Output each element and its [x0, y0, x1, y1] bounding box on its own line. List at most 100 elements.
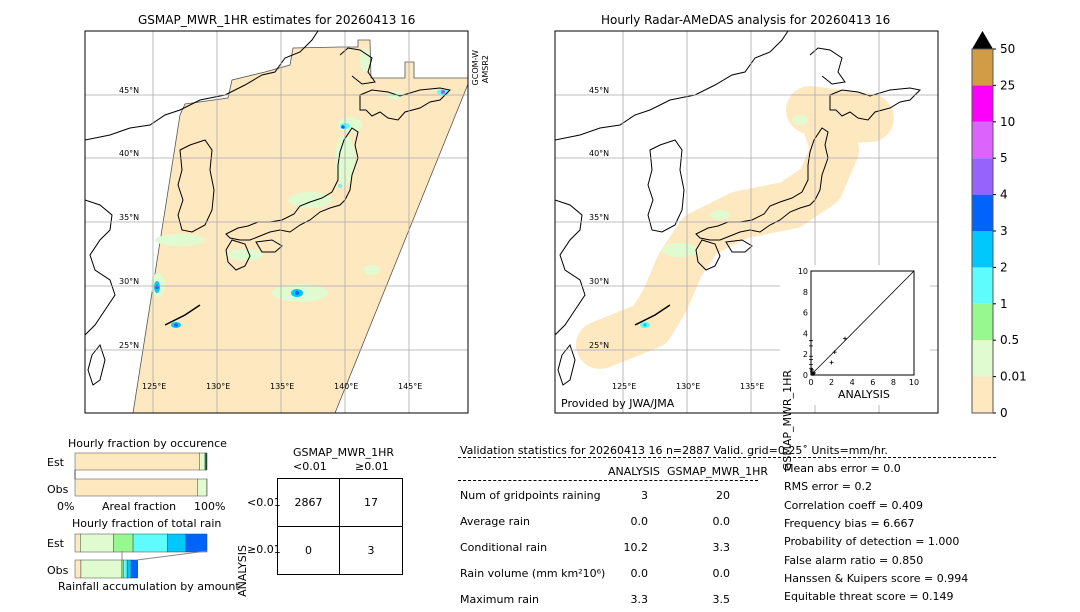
colorbar-segment — [972, 376, 993, 413]
fraction-bar-segment — [74, 478, 199, 497]
divider — [458, 457, 996, 458]
lon-label: 135°E — [740, 382, 765, 391]
fraction-bar-segment — [197, 478, 208, 497]
colorbar-tick-label: 0 — [1000, 406, 1008, 420]
left-map — [85, 31, 468, 413]
y-tick-label: 8 — [803, 288, 808, 297]
stat-g: 0.0 — [712, 567, 731, 580]
lat-label: 35°N — [589, 213, 610, 222]
col-header-analysis: ANALYSIS — [608, 465, 660, 478]
lon-label: 130°E — [206, 382, 231, 391]
y-tick-label: 10 — [798, 267, 808, 276]
obs-label: Obs — [47, 564, 69, 577]
stat-label: Num of gridpoints raining — [460, 489, 601, 502]
fraction-bar-segment — [80, 559, 123, 579]
stats-header: Validation statistics for 20260413 16 n=… — [460, 444, 888, 457]
fraction-bars — [74, 452, 208, 579]
stat-g: 3.3 — [712, 541, 731, 554]
lat-label: 25°N — [589, 341, 610, 350]
occurrence-title: Hourly fraction by occurence — [68, 437, 227, 450]
areal-fraction-label: Areal fraction — [102, 500, 177, 513]
fraction-bar-segment — [167, 533, 187, 553]
y-tick-label: 2 — [803, 350, 808, 359]
scatter-point — [829, 360, 834, 365]
stat-a: 0.0 — [630, 515, 649, 528]
fraction-bar-segment — [80, 533, 114, 553]
colorbar-segment — [972, 49, 993, 86]
contingency-table: 2867 17 0 3 — [277, 478, 403, 575]
x-tick-label: 10 — [909, 378, 919, 387]
x-tick-label: 0 — [808, 378, 813, 387]
fraction-bar-segment — [199, 452, 206, 471]
cell: 3 — [367, 543, 375, 557]
lon-label: 145°E — [398, 382, 423, 391]
rain-accum-label: Rainfall accumulation by amount — [58, 580, 240, 593]
score-item: Mean abs error = 0.0 — [784, 462, 901, 475]
colorbar-tick-label: 50 — [1000, 42, 1015, 56]
lon-label: 125°E — [612, 382, 637, 391]
cell: 0 — [278, 526, 340, 574]
fraction-bar-segment — [205, 452, 208, 471]
colorbar-segment — [972, 85, 993, 122]
fraction-bar-segment — [122, 559, 128, 579]
colorbar-tick-label: 0.01 — [1000, 370, 1027, 384]
y-tick-label: 4 — [803, 329, 808, 338]
lon-label: 140°E — [334, 382, 359, 391]
score-item: Probability of detection = 1.000 — [784, 535, 960, 549]
fraction-bar-segment — [130, 559, 138, 579]
lat-label: 25°N — [119, 341, 140, 350]
right-map-title: Hourly Radar-AMeDAS analysis for 2026041… — [601, 13, 891, 27]
y-tick-label: 6 — [803, 309, 808, 318]
stat-g: 3.5 — [712, 593, 731, 606]
colorbar-tick-label: 25 — [1000, 78, 1015, 92]
cell-hits: 2867 — [278, 479, 340, 527]
colorbar: 0 0.01 0.5 1 2 3 4 5 10 25 50 — [971, 31, 1027, 420]
stat-a: 0.0 — [630, 567, 649, 580]
colorbar-tick-label: 1 — [1000, 297, 1008, 311]
colorbar-segment — [972, 194, 993, 231]
score-item: Frequency bias = 6.667 — [784, 516, 915, 530]
scatter-point — [832, 350, 837, 355]
stat-g: 20 — [716, 489, 730, 502]
x-tick-label: 6 — [870, 378, 875, 387]
scatter-point — [810, 367, 815, 372]
colorbar-segment — [972, 303, 993, 341]
scatter-point — [809, 338, 813, 343]
sensor-label: AMSR2 — [481, 55, 490, 84]
est-label: Est — [47, 456, 64, 469]
colorbar-tick-label: 4 — [1000, 188, 1008, 202]
colorbar-segment — [972, 158, 993, 195]
score-item: Equitable threat score = 0.149 — [784, 590, 954, 604]
lat-label: 30°N — [119, 277, 140, 286]
colorbar-segment — [972, 121, 993, 159]
col-label: ≥0.01 — [355, 460, 389, 473]
lat-label: 40°N — [589, 149, 610, 158]
moderate-rain-spots — [154, 89, 449, 328]
lat-label: 45°N — [589, 86, 610, 95]
radar-coverage-area — [576, 86, 894, 369]
scatter-point — [809, 357, 813, 362]
lat-label: 30°N — [589, 277, 610, 286]
stat-g: 0.0 — [712, 515, 731, 528]
colorbar-segment — [972, 267, 993, 304]
lon-label: 125°E — [142, 382, 167, 391]
fraction-bar-segment — [132, 533, 168, 553]
colorbar-tick-label: 3 — [1000, 224, 1008, 238]
scatter-point — [812, 370, 817, 375]
lat-label: 35°N — [119, 213, 140, 222]
colorbar-extend-arrow — [972, 31, 993, 49]
colorbar-segment — [972, 340, 993, 377]
score-item: Hanssen & Kuipers score = 0.994 — [784, 571, 969, 585]
lon-label: 135°E — [270, 382, 295, 391]
stat-a: 10.2 — [623, 541, 649, 554]
left-map-title: GSMAP_MWR_1HR estimates for 20260413 16 — [138, 13, 416, 27]
score-item: Correlation coeff = 0.409 — [784, 498, 923, 512]
fraction-bar-segment — [185, 533, 208, 553]
obs-label: Obs — [47, 483, 69, 496]
data-credit: Provided by JWA/JMA — [561, 397, 675, 410]
stat-a: 3.3 — [630, 593, 649, 606]
scatter-point — [842, 336, 847, 341]
fraction-bar-segment — [126, 559, 132, 579]
row-label: <0.01 — [247, 496, 281, 509]
